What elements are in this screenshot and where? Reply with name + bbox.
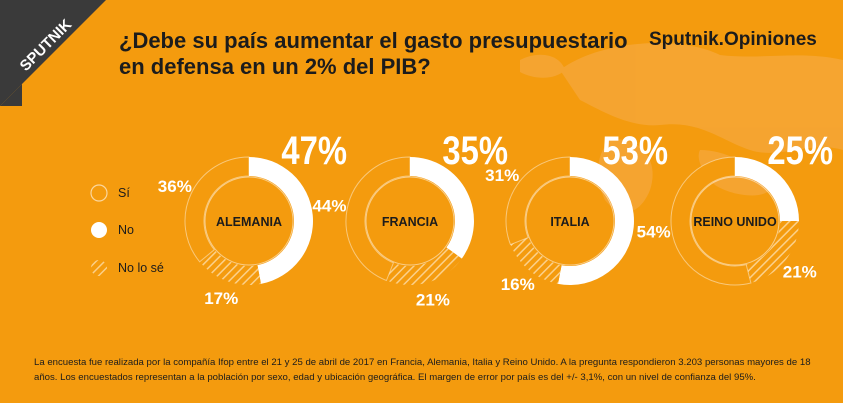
inner-ring (204, 176, 294, 266)
legend-swatch-no (91, 222, 107, 238)
slice-si (670, 156, 752, 286)
no-value-label: 25% (767, 128, 833, 173)
slice-no (249, 157, 314, 284)
slice-si (505, 156, 571, 246)
si-value-label: 54% (637, 222, 671, 241)
no-value-label: 53% (602, 128, 668, 173)
footnote: La encuesta fue realizada por la compañí… (34, 357, 811, 383)
no-value-label: 35% (442, 128, 508, 173)
nolose-value-label: 16% (501, 275, 535, 294)
donut-italia: ITALIA 53% 31% 16% (485, 128, 668, 294)
country-label: FRANCIA (382, 215, 438, 229)
slice-no (410, 157, 474, 259)
slice-si (184, 156, 250, 263)
country-label: ALEMANIA (216, 215, 282, 229)
sputnik-logo: SPUTNIK (0, 0, 106, 106)
brand-label: Sputnik.Opiniones (649, 29, 817, 50)
inner-ring (365, 176, 455, 266)
nolose-value-label: 17% (204, 289, 238, 308)
legend-label-nolose: No lo sé (118, 261, 164, 275)
no-value-label: 47% (281, 128, 347, 173)
page-title: ¿Debe su país aumentar el gasto presupue… (119, 28, 628, 79)
country-label: ITALIA (550, 215, 589, 229)
slice-nolose (199, 249, 261, 285)
si-value-label: 36% (158, 177, 192, 196)
si-value-label: 31% (485, 166, 519, 185)
donut-francia: FRANCIA 35% 44% 21% (312, 128, 508, 310)
legend-label-si: Sí (118, 186, 130, 200)
inner-ring (525, 176, 615, 266)
slice-nolose (746, 221, 799, 283)
si-value-label: 44% (312, 197, 346, 216)
legend-swatch-nolose (91, 260, 107, 276)
donut-reino-unido: REINO UNIDO 25% 54% 21% (637, 128, 833, 286)
donut-alemania: ALEMANIA 47% 36% 17% (158, 128, 347, 308)
slice-no (558, 157, 634, 285)
legend-swatch-si (90, 184, 108, 202)
slice-nolose (510, 237, 562, 284)
inner-ring (690, 176, 780, 266)
legend-label-no: No (118, 223, 134, 237)
slice-nolose (386, 247, 462, 286)
country-label: REINO UNIDO (693, 215, 777, 229)
nolose-value-label: 21% (783, 262, 817, 281)
slice-no (735, 157, 799, 221)
nolose-value-label: 21% (416, 291, 450, 310)
legend: Sí No No lo sé (90, 184, 164, 276)
slice-si (345, 156, 411, 282)
